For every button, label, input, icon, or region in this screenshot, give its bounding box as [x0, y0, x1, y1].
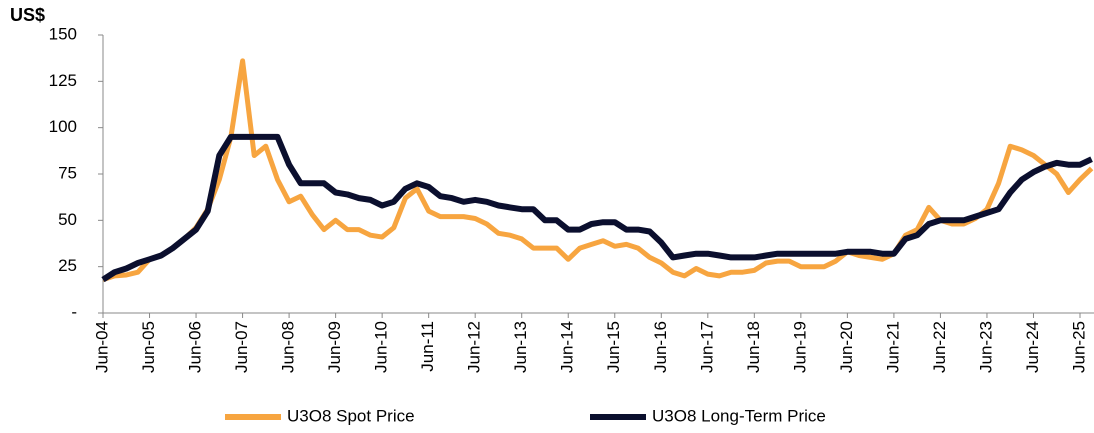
x-tick-label: Jun-07	[232, 321, 251, 373]
y-tick-label: 150	[49, 24, 77, 43]
x-tick-label: Jun-15	[604, 321, 623, 373]
x-tick-label: Jun-06	[186, 321, 205, 373]
x-tick-label: Jun-19	[790, 321, 809, 373]
series-line	[102, 58, 1094, 282]
x-tick-label: Jun-25	[1069, 321, 1088, 373]
x-tick-label: Jun-21	[883, 321, 902, 373]
y-tick-label: -	[71, 302, 77, 321]
y-tick-label: 50	[58, 210, 77, 229]
x-tick-label: Jun-05	[139, 321, 158, 373]
legend-label: U3O8 Spot Price	[287, 406, 415, 425]
series-line	[101, 133, 1093, 283]
x-tick-label: Jun-17	[697, 321, 716, 373]
x-tick-label: Jun-22	[930, 321, 949, 373]
x-tick-label: Jun-18	[744, 321, 763, 373]
y-tick-label: 100	[49, 117, 77, 136]
x-tick-label: Jun-04	[92, 321, 111, 373]
y-tick-label: 125	[49, 71, 77, 90]
legend-label: U3O8 Long-Term Price	[652, 406, 826, 425]
x-tick-label: Jun-14	[558, 321, 577, 373]
x-tick-label: Jun-10	[372, 321, 391, 373]
x-tick-label: Jun-16	[651, 321, 670, 373]
x-tick-label: Jun-11	[418, 321, 437, 372]
x-tick-label: Jun-12	[465, 321, 484, 373]
x-tick-label: Jun-23	[976, 321, 995, 373]
y-tick-label: 75	[58, 163, 77, 182]
x-tick-label: Jun-20	[837, 321, 856, 373]
x-tick-label: Jun-09	[325, 321, 344, 373]
y-tick-label: 25	[58, 256, 77, 275]
x-tick-label: Jun-08	[279, 321, 298, 373]
x-tick-label: Jun-24	[1023, 321, 1042, 373]
x-tick-label: Jun-13	[511, 321, 530, 373]
y-axis-label: US$	[10, 5, 45, 25]
